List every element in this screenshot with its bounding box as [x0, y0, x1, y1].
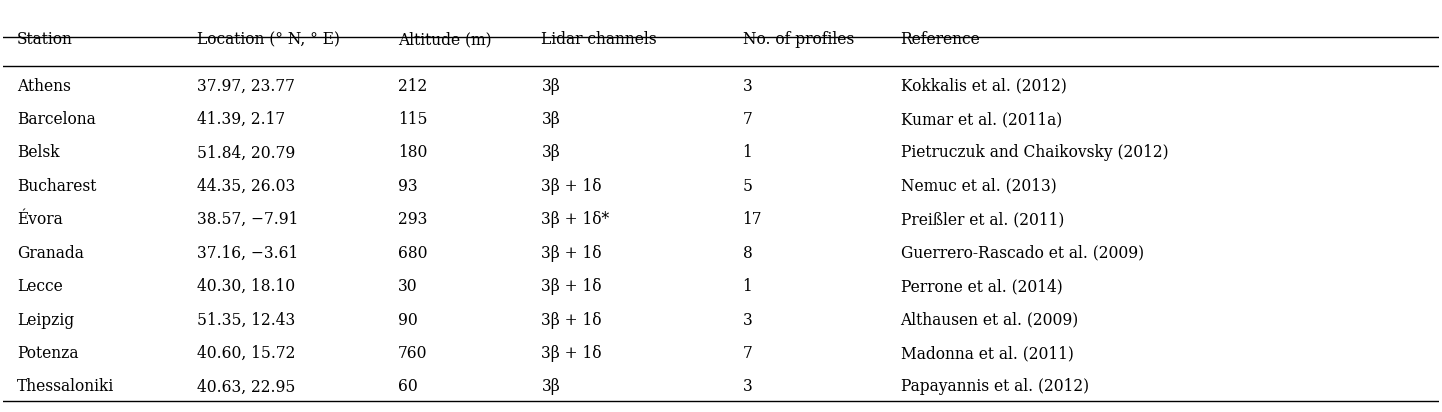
Text: Potenza: Potenza: [17, 345, 79, 362]
Text: 3β + 1δ: 3β + 1δ: [541, 311, 601, 328]
Text: 293: 293: [398, 211, 427, 228]
Text: 41.39, 2.17: 41.39, 2.17: [196, 111, 286, 128]
Text: Reference: Reference: [901, 31, 981, 48]
Text: Thessaloniki: Thessaloniki: [17, 378, 114, 396]
Text: 3β + 1δ: 3β + 1δ: [541, 245, 601, 262]
Text: Évora: Évora: [17, 211, 63, 228]
Text: Kumar et al. (2011a): Kumar et al. (2011a): [901, 111, 1061, 128]
Text: 3: 3: [743, 77, 753, 95]
Text: Preißler et al. (2011): Preißler et al. (2011): [901, 211, 1064, 228]
Text: Madonna et al. (2011): Madonna et al. (2011): [901, 345, 1073, 362]
Text: 3β + 1δ: 3β + 1δ: [541, 178, 601, 195]
Text: Papayannis et al. (2012): Papayannis et al. (2012): [901, 378, 1089, 396]
Text: 3β: 3β: [541, 111, 559, 128]
Text: Lecce: Lecce: [17, 278, 63, 295]
Text: 90: 90: [398, 311, 418, 328]
Text: 51.84, 20.79: 51.84, 20.79: [196, 145, 296, 162]
Text: 44.35, 26.03: 44.35, 26.03: [196, 178, 296, 195]
Text: 40.60, 15.72: 40.60, 15.72: [196, 345, 296, 362]
Text: 3β: 3β: [541, 77, 559, 95]
Text: Kokkalis et al. (2012): Kokkalis et al. (2012): [901, 77, 1067, 95]
Text: 760: 760: [398, 345, 427, 362]
Text: 115: 115: [398, 111, 427, 128]
Text: 7: 7: [743, 111, 753, 128]
Text: No. of profiles: No. of profiles: [743, 31, 854, 48]
Text: 180: 180: [398, 145, 427, 162]
Text: Leipzig: Leipzig: [17, 311, 75, 328]
Text: 3β + 1δ*: 3β + 1δ*: [541, 211, 610, 228]
Text: 3β: 3β: [541, 378, 559, 396]
Text: 37.16, −3.61: 37.16, −3.61: [196, 245, 298, 262]
Text: 37.97, 23.77: 37.97, 23.77: [196, 77, 294, 95]
Text: Station: Station: [17, 31, 74, 48]
Text: Bucharest: Bucharest: [17, 178, 97, 195]
Text: Althausen et al. (2009): Althausen et al. (2009): [901, 311, 1079, 328]
Text: Granada: Granada: [17, 245, 84, 262]
Text: 3β + 1δ: 3β + 1δ: [541, 345, 601, 362]
Text: Perrone et al. (2014): Perrone et al. (2014): [901, 278, 1063, 295]
Text: Nemuc et al. (2013): Nemuc et al. (2013): [901, 178, 1057, 195]
Text: 60: 60: [398, 378, 418, 396]
Text: 17: 17: [743, 211, 761, 228]
Text: 3: 3: [743, 311, 753, 328]
Text: 40.63, 22.95: 40.63, 22.95: [196, 378, 296, 396]
Text: 1: 1: [743, 278, 753, 295]
Text: Altitude (m): Altitude (m): [398, 31, 492, 48]
Text: 8: 8: [743, 245, 753, 262]
Text: 212: 212: [398, 77, 427, 95]
Text: 680: 680: [398, 245, 427, 262]
Text: Guerrero-Rascado et al. (2009): Guerrero-Rascado et al. (2009): [901, 245, 1144, 262]
Text: Athens: Athens: [17, 77, 71, 95]
Text: 3β + 1δ: 3β + 1δ: [541, 278, 601, 295]
Text: 5: 5: [743, 178, 753, 195]
Text: 40.30, 18.10: 40.30, 18.10: [196, 278, 294, 295]
Text: Barcelona: Barcelona: [17, 111, 95, 128]
Text: 30: 30: [398, 278, 417, 295]
Text: Belsk: Belsk: [17, 145, 59, 162]
Text: 51.35, 12.43: 51.35, 12.43: [196, 311, 296, 328]
Text: Pietruczuk and Chaikovsky (2012): Pietruczuk and Chaikovsky (2012): [901, 145, 1168, 162]
Text: 3: 3: [743, 378, 753, 396]
Text: 3β: 3β: [541, 145, 559, 162]
Text: Location (° N, ° E): Location (° N, ° E): [196, 31, 340, 48]
Text: 1: 1: [743, 145, 753, 162]
Text: 38.57, −7.91: 38.57, −7.91: [196, 211, 298, 228]
Text: Lidar channels: Lidar channels: [541, 31, 658, 48]
Text: 7: 7: [743, 345, 753, 362]
Text: 93: 93: [398, 178, 417, 195]
